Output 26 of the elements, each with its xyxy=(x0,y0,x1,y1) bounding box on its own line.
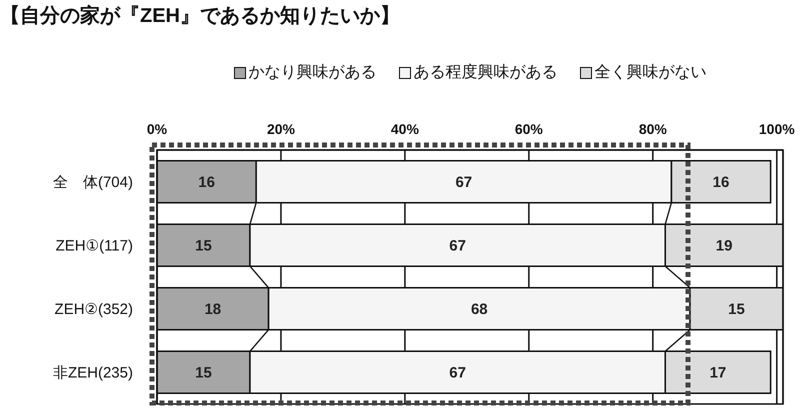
data-label: 16 xyxy=(198,174,215,192)
legend-label: 全く興味がない xyxy=(594,62,706,83)
data-label: 19 xyxy=(716,238,732,255)
y-tick-label: 非ZEH(235) xyxy=(52,364,133,382)
x-tick-label: 0% xyxy=(146,121,168,137)
data-label: 15 xyxy=(728,301,745,318)
x-tick-label: 80% xyxy=(638,121,668,137)
legend-label: かなり興味がある xyxy=(248,62,376,83)
data-label: 68 xyxy=(470,301,488,318)
legend-label: ある程度興味がある xyxy=(414,62,558,83)
data-label: 18 xyxy=(204,301,222,318)
data-label: 15 xyxy=(195,238,212,255)
x-tick-label: 100% xyxy=(758,121,796,137)
y-tick-label: ZEH①(117) xyxy=(56,238,133,255)
y-tick-label: 全 体(704) xyxy=(52,174,133,192)
x-tick-label: 20% xyxy=(266,121,296,137)
data-label: 67 xyxy=(449,364,466,382)
data-label: 67 xyxy=(455,174,472,192)
data-label: 67 xyxy=(449,238,466,255)
data-label: 16 xyxy=(712,174,730,192)
y-tick-label: ZEH②(352) xyxy=(54,301,133,318)
x-tick-label: 40% xyxy=(390,121,420,137)
data-label: 15 xyxy=(195,364,212,382)
chart-title: 【自分の家が『ZEH』であるか知りたいか】 xyxy=(0,4,400,29)
data-label: 17 xyxy=(710,364,726,382)
x-tick-label: 60% xyxy=(514,121,544,137)
